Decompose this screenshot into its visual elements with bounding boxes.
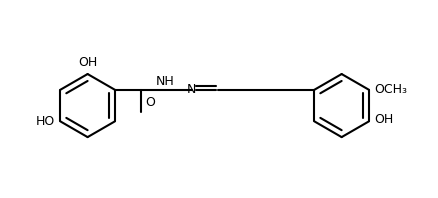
Text: OH: OH (374, 113, 393, 126)
Text: NH: NH (156, 75, 175, 88)
Text: N: N (187, 83, 196, 96)
Text: O: O (145, 96, 155, 109)
Text: OH: OH (78, 56, 97, 69)
Text: OCH₃: OCH₃ (374, 83, 407, 96)
Text: HO: HO (36, 115, 55, 128)
